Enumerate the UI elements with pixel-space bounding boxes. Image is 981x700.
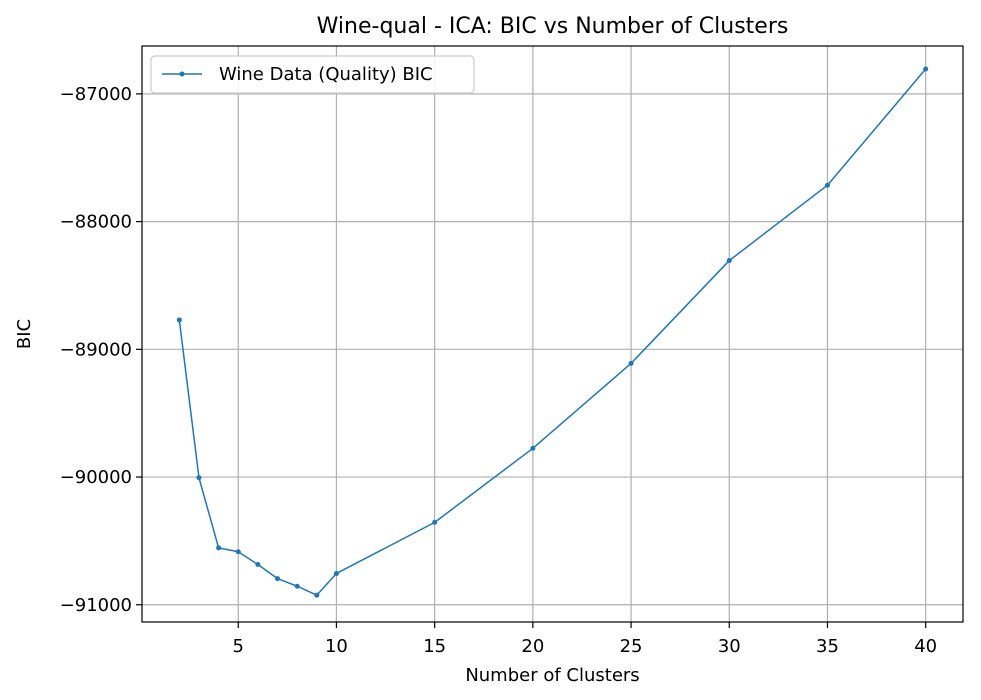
data-point: [294, 583, 300, 589]
data-point: [333, 570, 339, 576]
chart-title: Wine-qual - ICA: BIC vs Number of Cluste…: [317, 14, 789, 39]
data-point: [824, 182, 830, 188]
data-point: [628, 360, 634, 366]
y-axis-label: BIC: [14, 319, 35, 349]
data-point: [726, 258, 732, 264]
series-layer: [176, 66, 929, 598]
x-tick-label: 15: [423, 636, 446, 657]
x-tick-label: 25: [620, 636, 643, 657]
y-tick-label: −91000: [60, 595, 132, 616]
data-point: [176, 317, 182, 323]
data-point: [235, 549, 241, 555]
x-tick-label: 40: [914, 636, 937, 657]
legend-entry-label: Wine Data (Quality) BIC: [219, 64, 433, 85]
y-tick-label: −88000: [60, 212, 132, 233]
data-point: [275, 576, 281, 582]
x-tick-label: 20: [521, 636, 544, 657]
legend-series-marker: [179, 71, 185, 77]
data-point: [216, 545, 222, 551]
data-point: [314, 592, 320, 598]
x-tick-label: 35: [816, 636, 839, 657]
axis-ticks-and-labels: 5 10 15 20 25 30 35 40 −87000 −88000 −89000 −90000 −…: [60, 84, 937, 657]
x-tick-label: 5: [233, 636, 244, 657]
x-axis-label: Number of Clusters: [465, 665, 639, 686]
legend-box: [150, 55, 475, 94]
grid-lines: [142, 46, 963, 622]
data-point: [196, 475, 202, 481]
x-tick-label: 10: [325, 636, 348, 657]
y-tick-label: −89000: [60, 339, 132, 360]
y-tick-label: −87000: [60, 84, 132, 105]
y-tick-label: −90000: [60, 467, 132, 488]
x-tick-label: 30: [718, 636, 741, 657]
data-point: [530, 445, 536, 451]
data-point: [255, 562, 261, 568]
data-point: [432, 519, 438, 525]
legend: Wine Data (Quality) BIC: [150, 55, 475, 94]
plot-frame: [141, 45, 964, 623]
data-point: [923, 66, 929, 72]
